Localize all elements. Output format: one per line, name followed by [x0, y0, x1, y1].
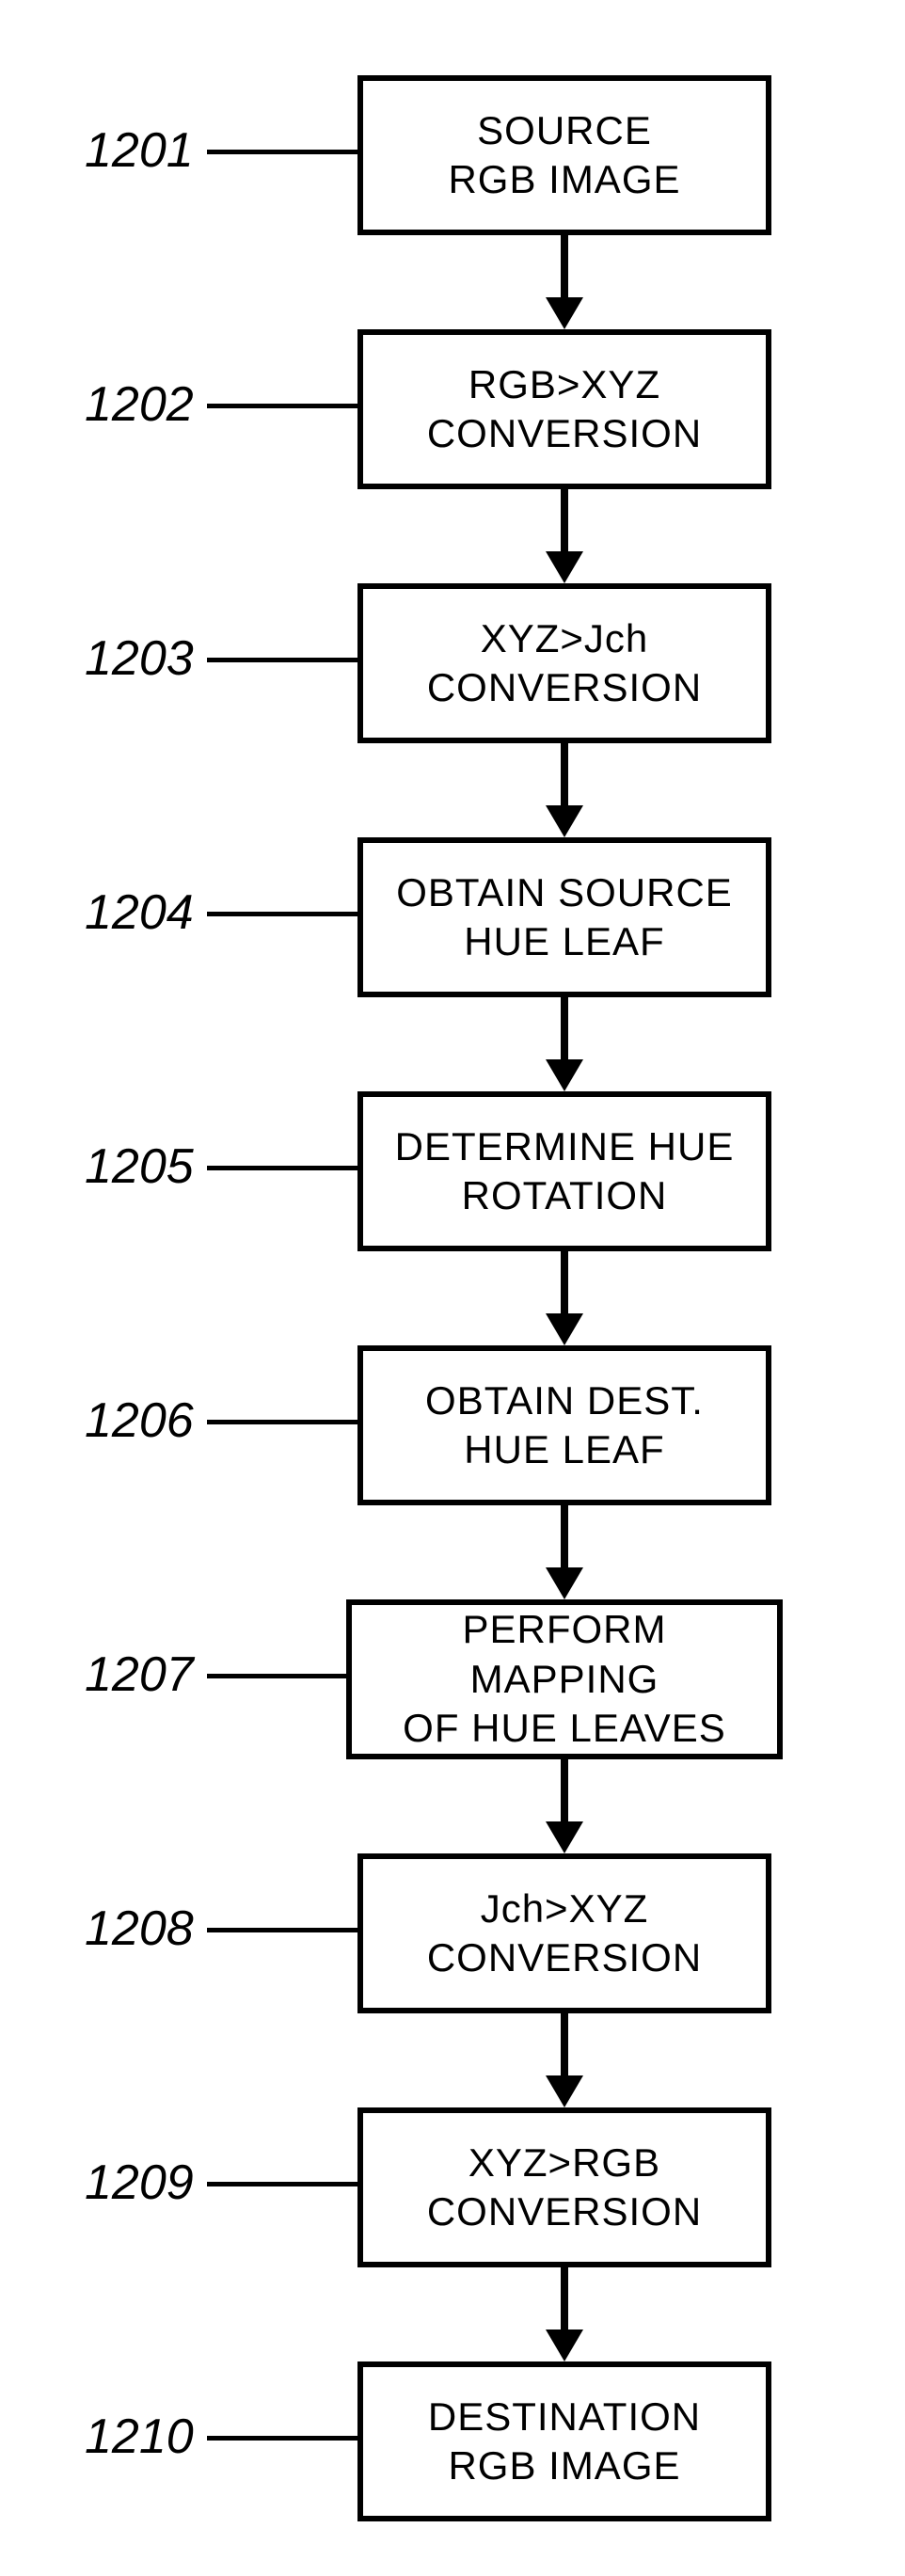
edge-line — [561, 743, 568, 805]
flowchart-node-1206: OBTAIN DEST. HUE LEAF — [357, 1345, 771, 1505]
label-connector — [207, 658, 357, 662]
label-connector — [207, 2182, 357, 2186]
node-text: PERFORM MAPPING OF HUE LEAVES — [369, 1605, 760, 1754]
flowchart-node-1208: Jch>XYZ CONVERSION — [357, 1853, 771, 2013]
arrow-down-icon — [546, 551, 583, 583]
node-text: DETERMINE HUE ROTATION — [395, 1122, 735, 1221]
node-label-1202: 1202 — [85, 376, 194, 433]
node-text: XYZ>Jch CONVERSION — [427, 614, 702, 713]
arrow-down-icon — [546, 805, 583, 837]
label-connector — [207, 1166, 357, 1170]
edge-line — [561, 235, 568, 297]
flowchart-node-1203: XYZ>Jch CONVERSION — [357, 583, 771, 743]
node-text: SOURCE RGB IMAGE — [448, 106, 680, 205]
label-connector — [207, 150, 357, 154]
flowchart-node-1204: OBTAIN SOURCE HUE LEAF — [357, 837, 771, 997]
flowchart-node-1207: PERFORM MAPPING OF HUE LEAVES — [346, 1599, 783, 1759]
arrow-down-icon — [546, 2330, 583, 2361]
label-connector — [207, 1420, 357, 1424]
arrow-down-icon — [546, 1059, 583, 1091]
flowchart-node-1202: RGB>XYZ CONVERSION — [357, 329, 771, 489]
flowchart-node-1209: XYZ>RGB CONVERSION — [357, 2107, 771, 2267]
node-label-1206: 1206 — [85, 1392, 194, 1449]
edge-line — [561, 1759, 568, 1821]
arrow-down-icon — [546, 297, 583, 329]
node-text: RGB>XYZ CONVERSION — [427, 360, 702, 459]
arrow-down-icon — [546, 1821, 583, 1853]
label-connector — [207, 912, 357, 916]
node-text: DESTINATION RGB IMAGE — [428, 2393, 701, 2491]
arrow-down-icon — [546, 1567, 583, 1599]
arrow-down-icon — [546, 2075, 583, 2107]
node-label-1203: 1203 — [85, 630, 194, 687]
node-label-1201: 1201 — [85, 122, 194, 179]
label-connector — [207, 1674, 346, 1678]
edge-line — [561, 997, 568, 1059]
node-text: OBTAIN DEST. HUE LEAF — [425, 1376, 704, 1475]
edge-line — [561, 2013, 568, 2075]
flowchart-node-1210: DESTINATION RGB IMAGE — [357, 2361, 771, 2521]
label-connector — [207, 1928, 357, 1932]
node-label-1209: 1209 — [85, 2155, 194, 2211]
node-label-1208: 1208 — [85, 1900, 194, 1957]
edge-line — [561, 1505, 568, 1567]
node-text: XYZ>RGB CONVERSION — [427, 2139, 702, 2237]
arrow-down-icon — [546, 1313, 583, 1345]
node-text: Jch>XYZ CONVERSION — [427, 1884, 702, 1983]
flowchart-node-1205: DETERMINE HUE ROTATION — [357, 1091, 771, 1251]
edge-line — [561, 2267, 568, 2330]
label-connector — [207, 2436, 357, 2441]
node-label-1207: 1207 — [85, 1646, 194, 1703]
node-label-1205: 1205 — [85, 1138, 194, 1195]
edge-line — [561, 489, 568, 551]
node-text: OBTAIN SOURCE HUE LEAF — [396, 868, 733, 967]
edge-line — [561, 1251, 568, 1313]
label-connector — [207, 404, 357, 408]
flowchart-container: SOURCE RGB IMAGE 1201 RGB>XYZ CONVERSION 12… — [0, 0, 905, 2576]
flowchart-node-1201: SOURCE RGB IMAGE — [357, 75, 771, 235]
node-label-1204: 1204 — [85, 884, 194, 941]
node-label-1210: 1210 — [85, 2409, 194, 2465]
